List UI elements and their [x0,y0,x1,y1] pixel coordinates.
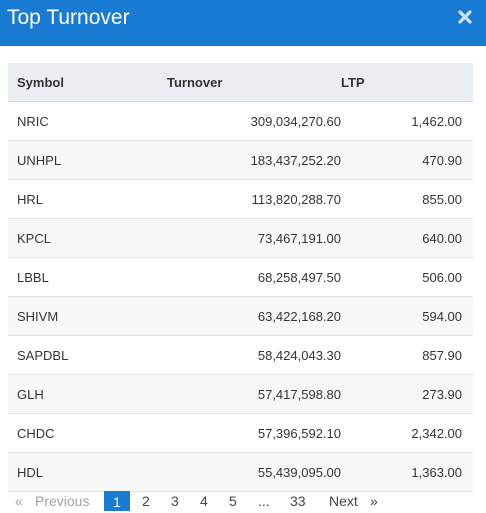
symbol-cell[interactable]: SHIVM [8,296,167,336]
column-header-symbol[interactable]: Symbol [8,63,167,102]
turnover-cell: 55,439,095.00 [167,452,341,492]
pagination-next[interactable]: Next [329,493,358,509]
pagination-page-4[interactable]: 4 [200,493,208,509]
dialog-title: Top Turnover [7,6,130,29]
symbol-cell[interactable]: NRIC [8,101,167,141]
table-row: HDL 55,439,095.00 1,363.00 [8,452,473,492]
pagination-page-1[interactable]: 1 [104,491,130,511]
symbol-cell[interactable]: HDL [8,452,167,492]
column-header-ltp[interactable]: LTP [341,63,473,102]
ltp-cell: 855.00 [341,179,473,219]
table-row: KPCL 73,467,191.00 640.00 [8,218,473,258]
symbol-cell[interactable]: GLH [8,374,167,414]
column-header-turnover[interactable]: Turnover [167,63,341,102]
turnover-cell: 113,820,288.70 [167,179,341,219]
ltp-cell: 470.90 [341,140,473,180]
table-row: SHIVM 63,422,168.20 594.00 [8,296,473,336]
table-row: GLH 57,417,598.80 273.90 [8,374,473,414]
ltp-cell: 857.90 [341,335,473,375]
close-icon[interactable] [457,9,473,25]
turnover-cell: 68,258,497.50 [167,257,341,297]
ltp-cell: 273.90 [341,374,473,414]
pagination-ellipsis: ... [258,493,270,509]
turnover-cell: 63,422,168.20 [167,296,341,336]
table-row: SAPDBL 58,424,043.30 857.90 [8,335,473,375]
pagination-last[interactable]: » [370,493,378,509]
turnover-cell: 73,467,191.00 [167,218,341,258]
symbol-cell[interactable]: CHDC [8,413,167,453]
table-row: CHDC 57,396,592.10 2,342.00 [8,413,473,453]
table-row: HRL 113,820,288.70 855.00 [8,179,473,219]
symbol-cell[interactable]: UNHPL [8,140,167,180]
ltp-cell: 640.00 [341,218,473,258]
top-turnover-table: Symbol Turnover LTP NRIC 309,034,270.60 … [8,63,473,492]
pagination-page-5[interactable]: 5 [229,493,237,509]
dialog-header: Top Turnover [0,0,486,46]
turnover-cell: 58,424,043.30 [167,335,341,375]
ltp-cell: 594.00 [341,296,473,336]
turnover-cell: 309,034,270.60 [167,101,341,141]
turnover-cell: 183,437,252.20 [167,140,341,180]
pagination-previous: Previous [35,493,90,509]
symbol-cell[interactable]: SAPDBL [8,335,167,375]
turnover-cell: 57,417,598.80 [167,374,341,414]
table-row: LBBL 68,258,497.50 506.00 [8,257,473,297]
table-header-row: Symbol Turnover LTP [8,63,473,102]
table-row: UNHPL 183,437,252.20 470.90 [8,140,473,180]
turnover-cell: 57,396,592.10 [167,413,341,453]
pagination-page-2[interactable]: 2 [142,493,150,509]
ltp-cell: 2,342.00 [341,413,473,453]
ltp-cell: 506.00 [341,257,473,297]
pagination-page-3[interactable]: 3 [171,493,179,509]
ltp-cell: 1,462.00 [341,101,473,141]
symbol-cell[interactable]: KPCL [8,218,167,258]
ltp-cell: 1,363.00 [341,452,473,492]
symbol-cell[interactable]: LBBL [8,257,167,297]
table-row: NRIC 309,034,270.60 1,462.00 [8,101,473,141]
pagination-first: « [15,493,23,509]
pagination: « Previous 1 2 3 4 5 ... 33 Next » [8,491,478,511]
pagination-page-33[interactable]: 33 [290,493,306,509]
symbol-cell[interactable]: HRL [8,179,167,219]
